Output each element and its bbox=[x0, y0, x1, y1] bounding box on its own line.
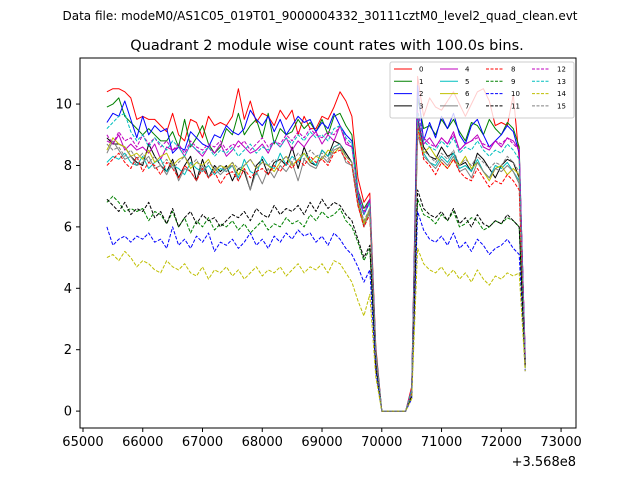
series-line-15 bbox=[106, 122, 526, 412]
x-tick-label: 71000 bbox=[421, 435, 462, 450]
legend-label-14: 14 bbox=[557, 90, 566, 98]
y-tick-label: 0 bbox=[64, 405, 72, 420]
x-tick-label: 66000 bbox=[122, 435, 163, 450]
suptitle: Data file: modeM0/AS1C05_019T01_90000043… bbox=[62, 9, 577, 23]
legend-label-6: 6 bbox=[465, 90, 470, 98]
series-line-12 bbox=[106, 109, 526, 412]
y-tick-label: 2 bbox=[64, 343, 72, 358]
series-line-14 bbox=[106, 247, 526, 412]
x-tick-label: 67000 bbox=[182, 435, 223, 450]
y-tick-label: 6 bbox=[64, 220, 72, 235]
legend-label-13: 13 bbox=[557, 78, 566, 86]
legend-label-11: 11 bbox=[511, 102, 520, 110]
x-tick-label: 68000 bbox=[242, 435, 283, 450]
x-tick-label: 73000 bbox=[540, 435, 581, 450]
x-tick-label: 65000 bbox=[62, 435, 103, 450]
legend-label-7: 7 bbox=[465, 102, 469, 110]
y-tick-label: 8 bbox=[64, 159, 72, 174]
legend-label-9: 9 bbox=[511, 78, 515, 86]
series-line-8 bbox=[106, 125, 526, 412]
legend-label-1: 1 bbox=[419, 78, 423, 86]
legend-label-0: 0 bbox=[419, 66, 423, 74]
legend-label-12: 12 bbox=[557, 66, 566, 74]
y-tick-label: 4 bbox=[64, 282, 72, 297]
chart-title: Quadrant 2 module wise count rates with … bbox=[130, 38, 524, 54]
series-line-9 bbox=[106, 195, 526, 412]
legend-label-2: 2 bbox=[419, 90, 423, 98]
series-line-11 bbox=[106, 189, 526, 412]
x-offset-label: +3.568e8 bbox=[512, 455, 576, 470]
series-line-4 bbox=[106, 115, 526, 412]
legend-label-3: 3 bbox=[419, 102, 423, 110]
x-tick-label: 70000 bbox=[361, 435, 402, 450]
series-line-5 bbox=[106, 122, 526, 412]
y-tick-label: 10 bbox=[55, 98, 72, 113]
x-axis: 65000 66000 67000 68000 69000 70000 71000 72000… bbox=[62, 428, 582, 450]
x-tick-label: 69000 bbox=[301, 435, 342, 450]
series-line-10 bbox=[106, 211, 526, 412]
y-axis: 0 2 4 6 8 10 bbox=[55, 98, 80, 420]
legend-label-15: 15 bbox=[557, 102, 566, 110]
legend-label-5: 5 bbox=[465, 78, 469, 86]
axes-frame bbox=[79, 57, 577, 429]
legend-box bbox=[389, 61, 575, 119]
series-layer bbox=[106, 75, 526, 412]
legend-label-10: 10 bbox=[511, 90, 520, 98]
series-line-13 bbox=[106, 112, 526, 412]
legend-label-8: 8 bbox=[511, 66, 515, 74]
x-tick-label: 72000 bbox=[481, 435, 522, 450]
legend-label-4: 4 bbox=[465, 66, 470, 74]
